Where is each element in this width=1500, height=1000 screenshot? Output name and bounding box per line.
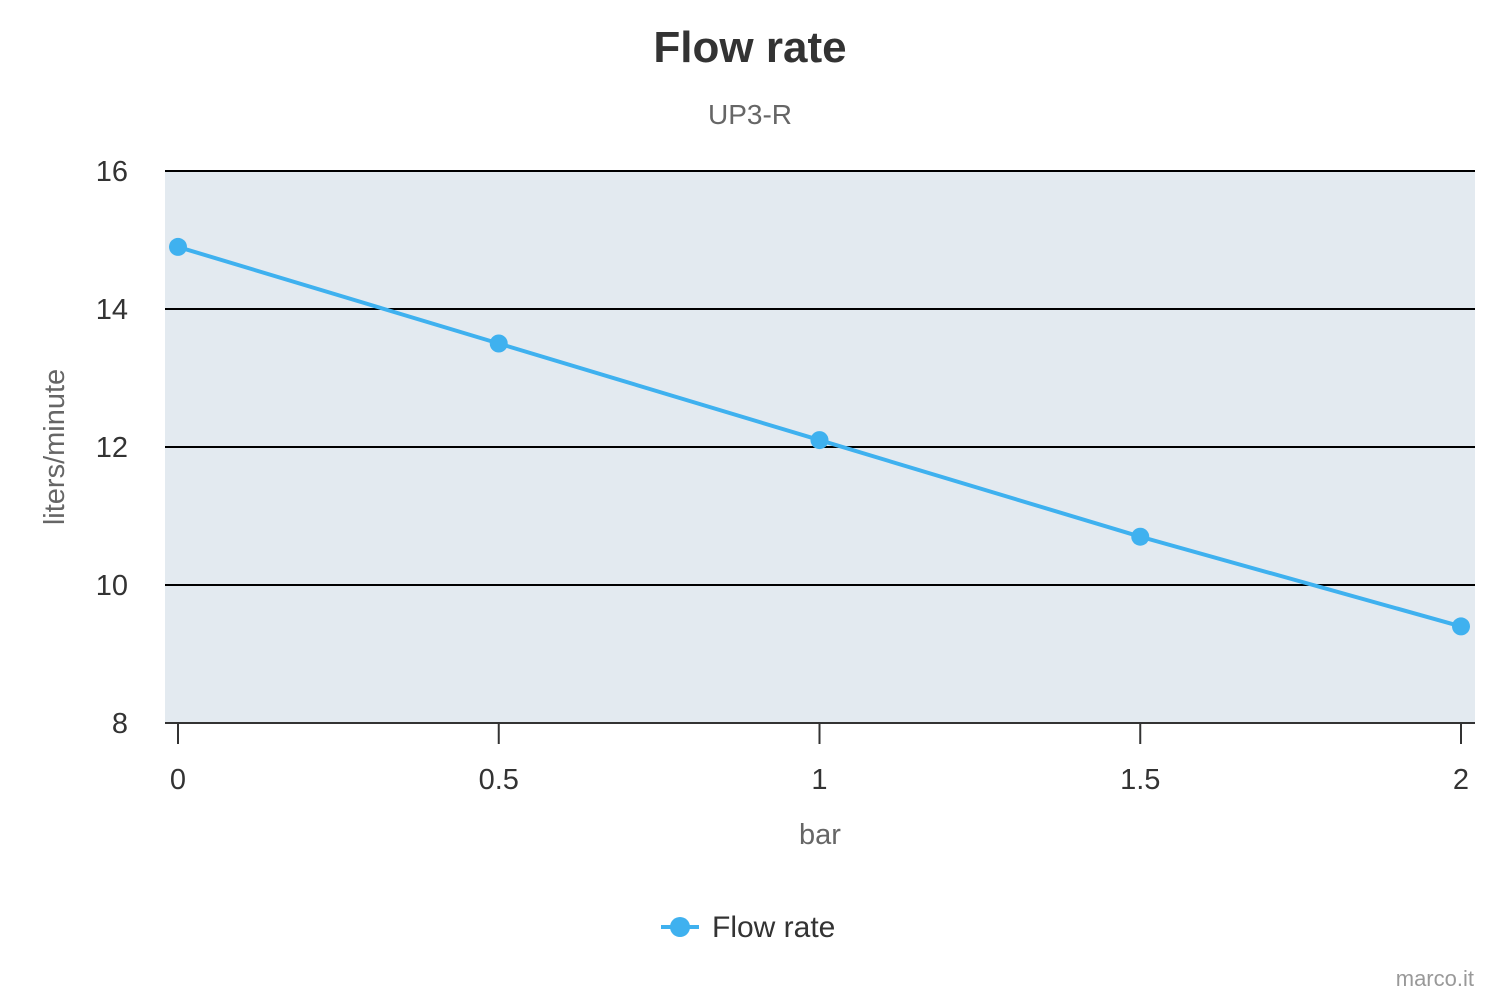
y-tick-label: 10 (96, 570, 128, 602)
data-point[interactable] (169, 237, 187, 256)
data-point[interactable] (1452, 617, 1470, 636)
y-axis-title: liters/minute (39, 369, 71, 525)
y-tick-label: 14 (96, 294, 128, 326)
x-tick-label: 2 (1453, 764, 1469, 796)
legend-label: Flow rate (712, 911, 835, 944)
y-tick-label: 12 (96, 432, 128, 464)
x-tick-label: 0 (170, 764, 186, 796)
y-tick-label: 8 (112, 708, 128, 740)
x-tick-label: 1.5 (1120, 764, 1160, 796)
chart-subtitle: UP3-R (708, 99, 792, 130)
chart-title: Flow rate (653, 23, 846, 72)
x-tick-label: 1 (811, 764, 827, 796)
x-axis-title: bar (799, 819, 841, 851)
x-axis: 0 0.5 1 1.5 2 (165, 722, 1475, 796)
legend[interactable]: Flow rate (661, 911, 835, 944)
y-axis-ticks: 8 10 12 14 16 (96, 156, 128, 740)
y-tick-label: 16 (96, 156, 128, 188)
series-layer (169, 237, 1470, 636)
data-point[interactable] (1131, 527, 1150, 546)
legend-marker-icon (670, 917, 690, 937)
data-point[interactable] (489, 334, 508, 353)
credit-link[interactable]: marco.it (1396, 966, 1474, 991)
x-tick-label: 0.5 (479, 764, 519, 796)
data-point[interactable] (810, 431, 829, 450)
